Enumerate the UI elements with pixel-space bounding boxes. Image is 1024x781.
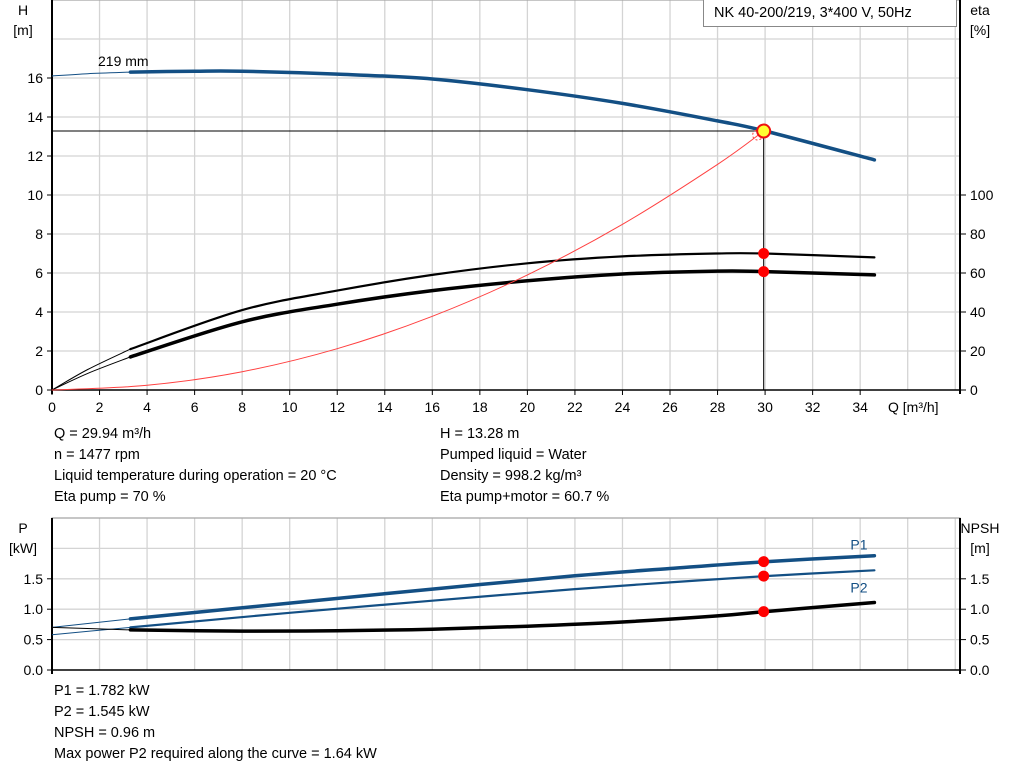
curve-NPSH-extrapolated bbox=[51, 626, 131, 631]
p1-marker bbox=[758, 556, 770, 568]
eta-pump-marker bbox=[758, 248, 770, 259]
y-axis-unit-right: [m] bbox=[970, 540, 989, 556]
curve-eta_pump_motor bbox=[128, 269, 877, 359]
y-tick-label-left: 14 bbox=[27, 109, 43, 125]
info-eta-pump: Eta pump = 70 % bbox=[54, 489, 166, 505]
y-tick-label-right: 0.0 bbox=[970, 662, 990, 678]
info-temperature: Liquid temperature during operation = 20… bbox=[54, 468, 337, 484]
duty-point-marker bbox=[756, 123, 772, 139]
info-eta-pump-motor: Eta pump+motor = 60.7 % bbox=[440, 489, 610, 505]
npsh-marker bbox=[758, 606, 770, 618]
info-p2: P2 = 1.545 kW bbox=[54, 704, 150, 720]
y-tick-label-left: 0 bbox=[35, 382, 43, 398]
x-tick-label: 4 bbox=[143, 399, 151, 415]
info-density: Density = 998.2 kg/m³ bbox=[440, 468, 582, 484]
x-tick-label: 28 bbox=[710, 399, 726, 415]
x-tick-label: 32 bbox=[805, 399, 821, 415]
y-tick-label-left: 6 bbox=[35, 265, 43, 281]
info-top-right: H = 13.28 m Pumped liquid = Water Densit… bbox=[440, 424, 609, 508]
x-tick-label: 30 bbox=[757, 399, 773, 415]
x-tick-label: 12 bbox=[329, 399, 345, 415]
info-head: H = 13.28 m bbox=[440, 426, 520, 442]
info-max-p2: Max power P2 required along the curve = … bbox=[54, 746, 377, 762]
x-tick-label: 18 bbox=[472, 399, 488, 415]
x-tick-label: 16 bbox=[425, 399, 441, 415]
y-axis-label-left: H bbox=[18, 2, 28, 18]
y-tick-label-left: 10 bbox=[27, 187, 43, 203]
y-tick-label-right: 60 bbox=[970, 265, 986, 281]
info-npsh: NPSH = 0.96 m bbox=[54, 725, 156, 741]
y-axis-label-right: NPSH bbox=[961, 520, 1000, 536]
y-axis-unit-left: [m] bbox=[13, 22, 32, 38]
curve-eta_pump-extrapolated bbox=[51, 348, 131, 391]
y-axis-label-right: eta bbox=[970, 2, 990, 18]
y-tick-label-right: 80 bbox=[970, 226, 986, 242]
y-axis-unit-right: [%] bbox=[970, 22, 990, 38]
x-tick-label: 10 bbox=[282, 399, 298, 415]
curve-H-extrapolated bbox=[51, 71, 131, 77]
curve-eta_pump bbox=[129, 251, 876, 351]
info-top-left: Q = 29.94 m³/h n = 1477 rpm Liquid tempe… bbox=[54, 424, 337, 508]
pump-title: NK 40-200/219, 3*400 V, 50Hz bbox=[703, 0, 957, 27]
curve-diameter-label: 219 mm bbox=[98, 53, 149, 69]
eta-pump-motor-marker bbox=[758, 266, 770, 278]
curve-label-P2: P2 bbox=[850, 579, 867, 595]
y-tick-label-right: 40 bbox=[970, 304, 986, 320]
x-tick-label: 24 bbox=[615, 399, 631, 415]
info-liquid: Pumped liquid = Water bbox=[440, 447, 587, 463]
curve-P1-extrapolated bbox=[51, 618, 131, 628]
y-tick-label-left: 12 bbox=[27, 148, 43, 164]
y-tick-label-left: 16 bbox=[27, 70, 43, 86]
x-tick-label: 6 bbox=[191, 399, 199, 415]
info-bottom: P1 = 1.782 kW P2 = 1.545 kW NPSH = 0.96 … bbox=[54, 681, 377, 765]
x-tick-label: 20 bbox=[520, 399, 536, 415]
x-tick-label: 22 bbox=[567, 399, 583, 415]
curve-NPSH bbox=[128, 600, 877, 633]
x-tick-label: 34 bbox=[852, 399, 868, 415]
y-tick-label-right: 1.5 bbox=[970, 571, 990, 587]
y-tick-label-left: 0.0 bbox=[24, 662, 44, 678]
curve-system_curve bbox=[51, 130, 765, 391]
info-p1: P1 = 1.782 kW bbox=[54, 683, 150, 699]
x-tick-label: 2 bbox=[96, 399, 104, 415]
curve-P2-extrapolated bbox=[51, 626, 131, 636]
y-tick-label-left: 0.5 bbox=[24, 632, 44, 648]
y-tick-label-right: 0 bbox=[970, 382, 978, 398]
p2-marker bbox=[758, 570, 770, 582]
y-tick-label-left: 2 bbox=[35, 343, 43, 359]
curve-eta_pump_motor-extrapolated bbox=[51, 356, 131, 391]
y-tick-label-right: 20 bbox=[970, 343, 986, 359]
y-tick-label-left: 1.0 bbox=[24, 601, 44, 617]
y-tick-label-left: 8 bbox=[35, 226, 43, 242]
x-axis-label: Q [m³/h] bbox=[888, 399, 939, 415]
y-axis-label-left: P bbox=[18, 520, 27, 536]
y-tick-label-left: 1.5 bbox=[24, 571, 44, 587]
curve-label-P1: P1 bbox=[850, 537, 867, 553]
x-tick-label: 14 bbox=[377, 399, 393, 415]
x-tick-label: 0 bbox=[48, 399, 56, 415]
y-tick-label-right: 0.5 bbox=[970, 632, 990, 648]
info-flow: Q = 29.94 m³/h bbox=[54, 426, 152, 442]
y-tick-label-right: 1.0 bbox=[970, 601, 990, 617]
x-tick-label: 8 bbox=[238, 399, 246, 415]
y-axis-unit-left: [kW] bbox=[9, 540, 37, 556]
info-speed: n = 1477 rpm bbox=[54, 447, 140, 463]
x-tick-label: 26 bbox=[662, 399, 678, 415]
y-tick-label-left: 4 bbox=[35, 304, 43, 320]
y-tick-label-right: 100 bbox=[970, 187, 994, 203]
curve-H bbox=[128, 69, 877, 162]
